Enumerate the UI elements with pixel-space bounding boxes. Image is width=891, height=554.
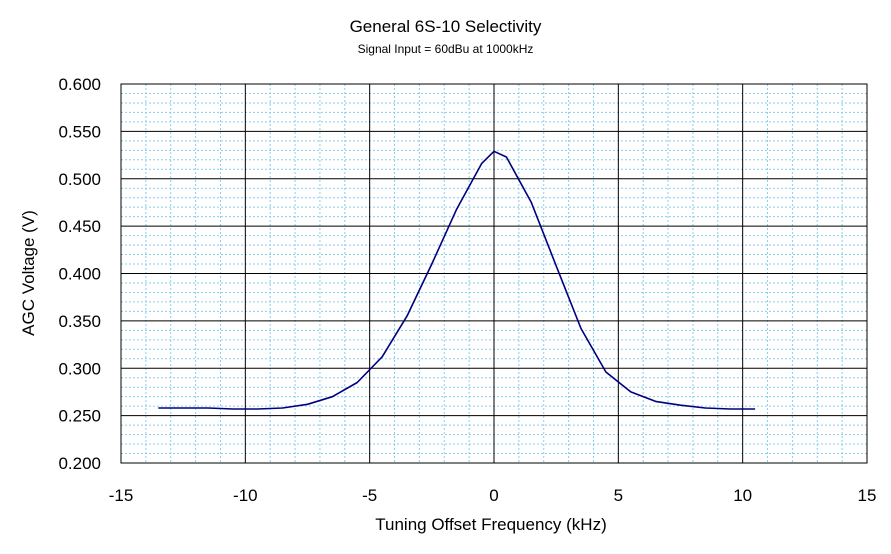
series-line [158,150,756,410]
x-tick-label: -5 [362,486,377,505]
y-tick-label: 0.550 [58,122,101,141]
y-tick-label: 0.350 [58,312,101,331]
x-tick-label: 5 [614,486,623,505]
y-tick-label: 0.200 [58,454,101,473]
x-tick-label: 15 [858,486,877,505]
y-tick-label: 0.600 [58,75,101,94]
x-tick-labels: -15 -10 -5 0 5 10 15 [109,486,877,505]
x-tick-label: 10 [733,486,752,505]
y-tick-labels: 0.200 0.250 0.300 0.350 0.400 0.450 0.500 0.550… [58,75,101,473]
y-tick-label: 0.250 [58,407,101,426]
x-tick-label: -10 [233,486,258,505]
x-tick-label: 0 [489,486,498,505]
x-tick-label: -15 [109,486,134,505]
major-grid [120,83,868,464]
x-axis-label: Tuning Offset Frequency (kHz) [375,515,607,534]
chart-title: General 6S-10 Selectivity [349,17,542,36]
chart-subtitle: Signal Input = 60dBu at 1000kHz [357,42,534,56]
y-tick-label: 0.300 [58,359,101,378]
plot-area [120,83,868,464]
y-tick-label: 0.450 [58,217,101,236]
y-axis-label: AGC Voltage (V) [19,210,38,336]
y-tick-label: 0.400 [58,265,101,284]
y-tick-label: 0.500 [58,170,101,189]
